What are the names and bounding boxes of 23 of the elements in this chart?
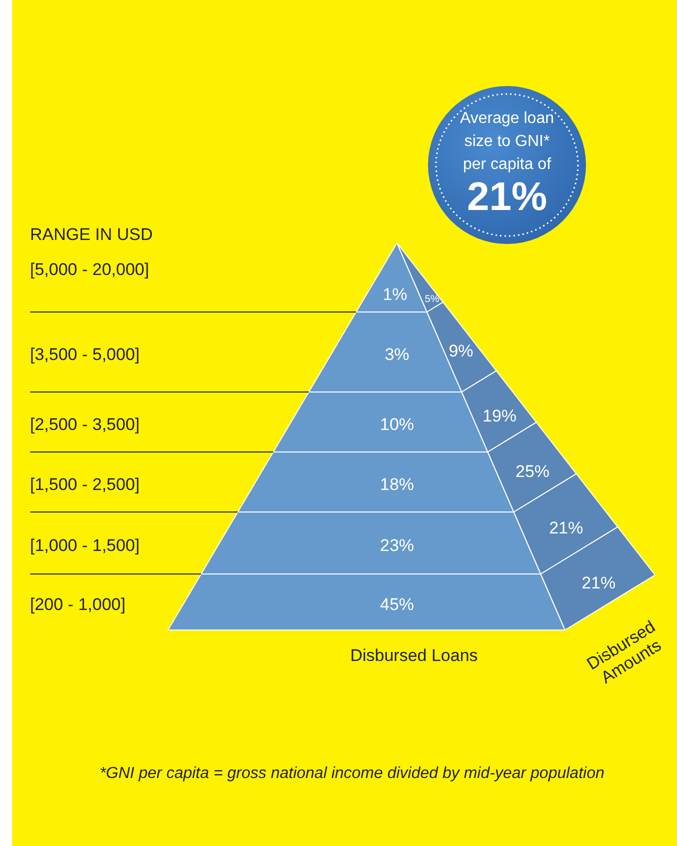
text: Average loan size to GNI* per capita of [460, 110, 554, 173]
data-label: 1% [382, 285, 408, 304]
data-label: 5% [424, 294, 440, 305]
series-label: Disbursed Loans [350, 646, 478, 665]
data-label: 25% [516, 462, 550, 482]
category-label: [200 - 1,000] [30, 595, 126, 614]
data-label: 21% [582, 573, 616, 592]
data-label: 45% [380, 595, 414, 614]
category-label: [2,500 - 3,500] [30, 415, 140, 434]
data-label: 9% [448, 341, 474, 360]
category-label: [5,000 - 20,000] [30, 260, 150, 279]
data-label: 19% [482, 406, 517, 426]
data-label: 3% [384, 345, 410, 364]
data-label: 21% [549, 518, 584, 538]
data-label: 23% [380, 536, 414, 555]
category-label: [3,500 - 5,000] [30, 345, 140, 364]
category-label: [1,000 - 1,500] [30, 536, 140, 555]
data-label: 18% [380, 475, 414, 494]
data-label: 10% [380, 415, 414, 434]
text: *GNI per capita = gross national income divided by mid-year population [100, 765, 604, 782]
category-label: [1,500 - 2,500] [30, 475, 140, 494]
text: RANGE IN USD [30, 225, 153, 244]
text: 21% [466, 175, 548, 219]
